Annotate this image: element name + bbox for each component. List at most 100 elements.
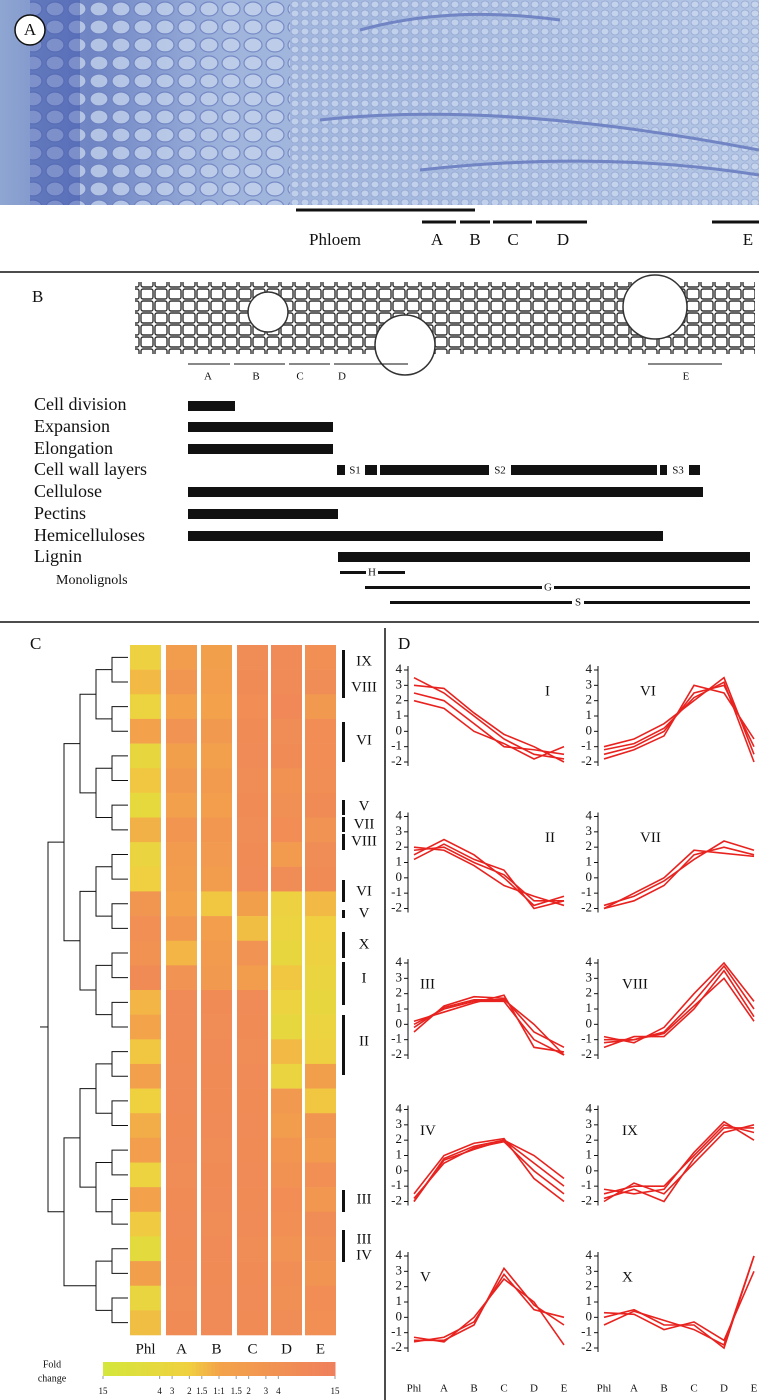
- x-tick-label: A: [630, 1383, 638, 1395]
- heatmap-cell: [130, 1187, 161, 1213]
- heatmap-cell: [237, 866, 268, 892]
- zone-labels: Phloem A B C D E: [309, 230, 753, 249]
- heatmap-cell: [305, 1063, 336, 1089]
- colorbar-swatch: [269, 1362, 274, 1376]
- heatmap-cell: [237, 1088, 268, 1114]
- heatmap-cell: [271, 1261, 302, 1287]
- heatmap-cell: [201, 1187, 232, 1213]
- colorbar-tick-label: 3: [264, 1386, 269, 1396]
- heatmap-cell: [271, 718, 302, 744]
- heatmap-cell: [130, 817, 161, 843]
- colorbar-swatch: [153, 1362, 158, 1376]
- heatmap-cell: [237, 1261, 268, 1287]
- heatmap-cell: [237, 1063, 268, 1089]
- cluster-bar: [342, 834, 345, 850]
- colorbar-swatch: [323, 1362, 328, 1376]
- heatmap-cell: [166, 669, 197, 695]
- process-label: Expansion: [34, 416, 110, 436]
- heatmap-cell: [237, 1236, 268, 1262]
- heatmap-cell: [166, 866, 197, 892]
- heatmap-cell: [271, 916, 302, 942]
- heatmap-cell: [130, 1088, 161, 1114]
- heatmap-cell: [237, 842, 268, 868]
- y-tick-label: -1: [391, 1324, 402, 1339]
- heatmap-cell: [237, 768, 268, 794]
- colorbar-swatch: [219, 1362, 224, 1376]
- heatmap-cell: [166, 768, 197, 794]
- heatmap-cell: [305, 743, 336, 769]
- colorbar-swatch: [130, 1362, 135, 1376]
- colorbar-tick-label: 15: [99, 1386, 109, 1396]
- y-tick-label: -2: [581, 1046, 592, 1061]
- heatmap-cell: [166, 1211, 197, 1237]
- heatmap-cell: [305, 1285, 336, 1311]
- dendrogram-branch: [79, 1088, 96, 1188]
- y-tick-label: 4: [396, 1100, 403, 1115]
- colorbar-swatch: [288, 1362, 293, 1376]
- heatmap-cell: [237, 990, 268, 1015]
- y-tick-label: -2: [581, 1339, 592, 1354]
- panel-label: C: [30, 634, 41, 653]
- plot-lines: [603, 676, 755, 763]
- colorbar-swatch: [195, 1362, 201, 1376]
- process-label: Cell division: [34, 394, 127, 414]
- heatmap-cell: [166, 1039, 197, 1065]
- cluster-bar: [342, 650, 345, 680]
- heatmap-cell: [130, 718, 161, 744]
- dendrogram-branch: [111, 1198, 128, 1225]
- heatmap-cell: [130, 842, 161, 868]
- cluster-bar: [342, 722, 345, 762]
- colorbar-tick-label: 1.5: [231, 1386, 243, 1396]
- y-tick-label: 0: [586, 1015, 593, 1030]
- heatmap-cell: [271, 940, 302, 966]
- heatmap-cell: [130, 669, 161, 695]
- colorbar-swatch: [207, 1362, 212, 1376]
- heatmap-cell: [201, 1014, 232, 1040]
- cluster-label: IV: [420, 1123, 436, 1139]
- colorbar-tick-label: 2: [246, 1386, 251, 1396]
- heatmap-cell: [130, 1261, 161, 1287]
- y-tick-label: 0: [586, 869, 593, 884]
- profile-line: [413, 1139, 565, 1202]
- heatmap-cell: [305, 916, 336, 942]
- heatmap-cell: [130, 866, 161, 892]
- heatmap-cell: [130, 916, 161, 942]
- heatmap-cell: [166, 743, 197, 769]
- y-tick-label: 1: [396, 1146, 403, 1161]
- heatmap-cell: [271, 817, 302, 843]
- monolignol-type: G: [544, 582, 552, 594]
- y-tick-label: 0: [396, 1162, 403, 1177]
- monolignol-type: S: [575, 597, 581, 609]
- y-tick-label: 1: [586, 1146, 593, 1161]
- heatmap-cell: [271, 768, 302, 794]
- micrograph: [0, 0, 759, 205]
- colorbar-swatch: [145, 1362, 150, 1376]
- profile-line: [603, 676, 755, 755]
- colorbar-swatch: [296, 1362, 301, 1376]
- heatmap-cell: [201, 916, 232, 942]
- y-tick-label: 1: [586, 707, 593, 722]
- dendrogram-branch: [95, 767, 112, 818]
- cluster-label: VII: [354, 816, 375, 832]
- colorbar-swatch: [199, 1362, 205, 1376]
- plot-lines: [413, 676, 565, 763]
- y-tick-label: 4: [586, 1247, 593, 1262]
- heatmap-cell: [166, 1310, 197, 1336]
- heatmap-cell: [271, 645, 302, 670]
- colorbar-swatch: [114, 1362, 119, 1376]
- cluster-bar: [342, 1190, 345, 1212]
- colorbar-swatch: [238, 1362, 243, 1376]
- heatmap-cell: [201, 891, 232, 917]
- monolignols-label: Monolignols: [56, 573, 128, 588]
- y-tick-label: -2: [391, 1339, 402, 1354]
- bar-tags: S1 S2 S3 H G S: [345, 464, 689, 609]
- colorbar-swatch: [180, 1362, 185, 1376]
- heatmap-cell: [201, 669, 232, 695]
- heatmap-cell: [201, 1236, 232, 1262]
- cluster-label: VI: [356, 732, 372, 748]
- heatmap-cell: [166, 1088, 197, 1114]
- cluster-label: I: [362, 970, 367, 986]
- cluster-label: X: [359, 936, 370, 952]
- colorbar-swatch: [304, 1362, 309, 1376]
- x-tick-label: D: [720, 1383, 728, 1395]
